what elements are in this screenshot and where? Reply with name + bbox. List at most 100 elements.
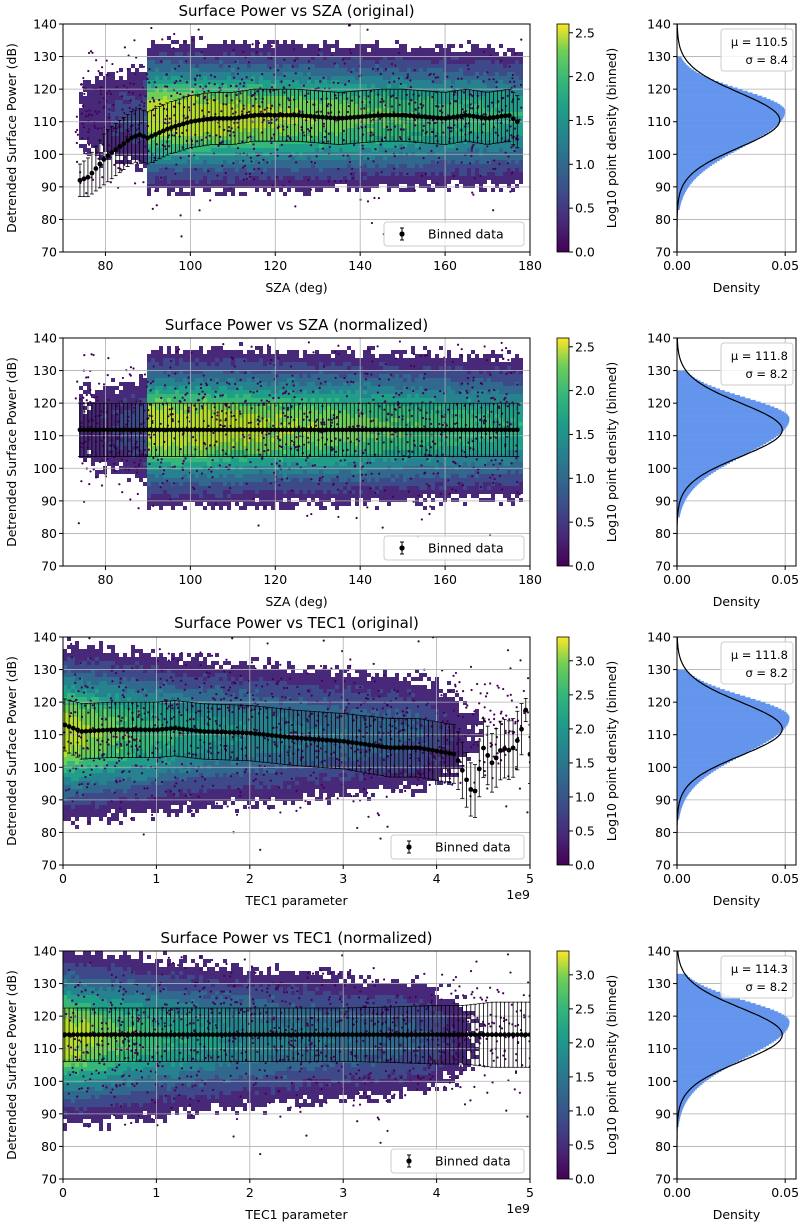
density-cell (371, 56, 375, 60)
scatter-point (509, 190, 512, 193)
density-cell (439, 140, 443, 144)
density-cell (303, 68, 307, 72)
density-cell (463, 56, 467, 60)
density-cell (447, 180, 451, 184)
density-cell (459, 60, 463, 64)
density-cell (419, 60, 423, 64)
density-cell (435, 184, 439, 188)
density-cell (391, 168, 395, 172)
density-cell (467, 156, 471, 160)
density-cell (87, 96, 91, 100)
density-cell (335, 180, 339, 184)
density-cell (143, 132, 147, 136)
density-cell (451, 56, 455, 60)
binned-point (196, 117, 202, 123)
density-cell (427, 60, 431, 64)
density-cell (387, 184, 391, 188)
density-cell (183, 128, 187, 132)
density-cell (475, 168, 479, 172)
density-cell (259, 136, 263, 140)
binned-point (387, 112, 393, 118)
density-cell (239, 52, 243, 56)
density-cell (283, 56, 287, 60)
density-cell (507, 148, 511, 152)
density-cell (423, 60, 427, 64)
density-cell (507, 60, 511, 64)
density-cell (407, 68, 411, 72)
density-cell (271, 96, 275, 100)
density-cell (463, 156, 467, 160)
density-cell (83, 128, 87, 132)
density-cell (179, 84, 183, 88)
density-cell (351, 104, 355, 108)
density-cell (427, 164, 431, 168)
density-cell (355, 96, 359, 100)
density-cell (463, 108, 467, 112)
density-cell (483, 84, 487, 88)
density-cell (227, 176, 231, 180)
density-cell (167, 64, 171, 68)
density-cell (215, 44, 219, 48)
density-cell (199, 68, 203, 72)
density-cell (343, 124, 347, 128)
density-cell (147, 96, 151, 100)
density-cell (155, 144, 159, 148)
density-cell (275, 144, 279, 148)
scatter-point (467, 68, 470, 71)
density-cell (175, 40, 179, 44)
density-cell (115, 128, 119, 132)
scatter-point (112, 103, 115, 106)
scatter-point (243, 81, 246, 84)
scatter-point (319, 80, 322, 83)
density-cell (383, 76, 387, 80)
density-cell (379, 160, 383, 164)
density-cell (175, 108, 179, 112)
density-cell (367, 124, 371, 128)
density-cell (315, 184, 319, 188)
density-cell (211, 124, 215, 128)
scatter-point (128, 106, 131, 110)
density-cell (275, 140, 279, 144)
density-cell (483, 104, 487, 108)
scatter-point (465, 50, 468, 54)
density-cell (231, 176, 235, 180)
density-cell (323, 184, 327, 188)
scatter-point (270, 45, 273, 48)
density-cell (287, 140, 291, 144)
density-cell (79, 124, 83, 128)
density-cell (223, 148, 227, 152)
density-cell (219, 92, 223, 96)
density-cell (223, 84, 227, 88)
density-cell (411, 176, 415, 180)
density-cell (179, 128, 183, 132)
scatter-point (348, 48, 352, 51)
density-cell (327, 148, 331, 152)
scatter-point (164, 85, 167, 88)
density-cell (311, 108, 315, 112)
density-cell (227, 168, 231, 172)
density-cell (343, 68, 347, 72)
density-cell (127, 144, 131, 148)
density-cell (287, 132, 291, 136)
density-cell (135, 104, 139, 108)
scatter-point (123, 84, 126, 87)
density-cell (251, 100, 255, 104)
density-cell (151, 72, 155, 76)
density-cell (479, 148, 483, 152)
density-cell (175, 144, 179, 148)
density-cell (159, 172, 163, 176)
density-cell (171, 140, 175, 144)
density-cell (403, 104, 407, 108)
density-cell (403, 156, 407, 160)
density-cell (455, 60, 459, 64)
density-cell (119, 80, 123, 84)
scatter-point (300, 125, 303, 129)
density-cell (247, 56, 251, 60)
density-cell (439, 172, 443, 176)
density-cell (291, 84, 295, 88)
scatter-point (383, 136, 387, 139)
density-cell (275, 160, 279, 164)
density-cell (491, 148, 495, 152)
density-cell (463, 160, 467, 164)
density-cell (303, 192, 307, 196)
